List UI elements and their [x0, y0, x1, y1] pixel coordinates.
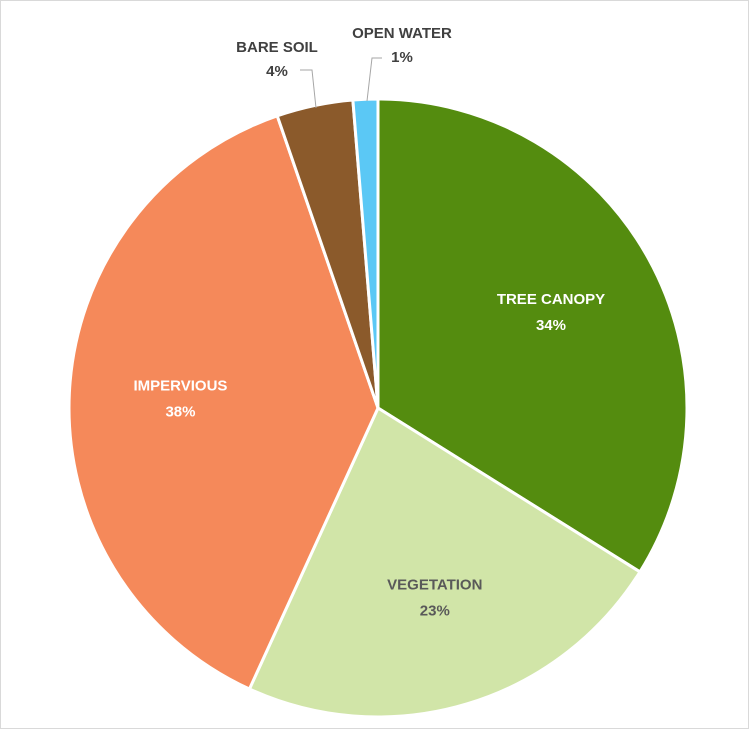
- pie-slice-impervious: [67, 113, 380, 691]
- slice-label-vegetation: VEGETATION: [387, 576, 482, 593]
- slice-label-impervious: IMPERVIOUS: [134, 377, 228, 394]
- slice-value-bare-soil: 4%: [266, 63, 288, 80]
- pie-slices: [67, 97, 689, 719]
- slice-value-impervious: 38%: [165, 403, 195, 420]
- leader-line-open-water: [366, 57, 382, 102]
- slice-value-open-water: 1%: [391, 49, 413, 66]
- slice-label-open-water: OPEN WATER: [352, 25, 452, 42]
- slice-label-bare-soil: BARE SOIL: [236, 39, 318, 56]
- slice-label-tree-canopy: TREE CANOPY: [497, 291, 605, 308]
- leader-line-bare-soil: [300, 69, 317, 109]
- pie-labels: TREE CANOPY 34% VEGETATION 23% IMPERVIOUS 38%…: [134, 25, 606, 619]
- slice-value-tree-canopy: 34%: [536, 317, 566, 334]
- pie-slice-open-water: [351, 97, 380, 409]
- slice-value-vegetation: 23%: [420, 602, 450, 619]
- pie-slice-tree-canopy: [376, 97, 689, 574]
- pie-slice-vegetation: [247, 405, 643, 719]
